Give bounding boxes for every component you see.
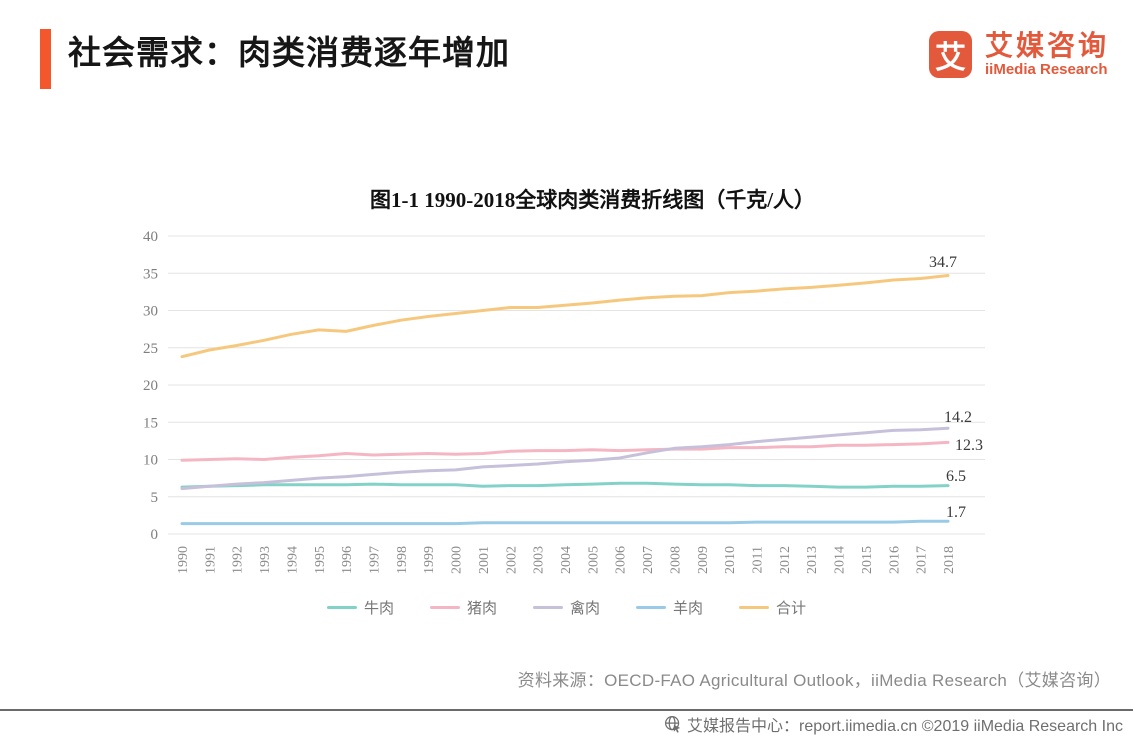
footer-text: 艾媒报告中心：report.iimedia.cn ©2019 iiMedia R…	[687, 718, 1123, 735]
x-tick-label: 2006	[614, 546, 629, 574]
x-tick-label: 2009	[696, 546, 711, 574]
x-tick-label: 2010	[723, 546, 738, 574]
legend-label-poultry: 禽肉	[569, 600, 600, 617]
iimedia-logo-text: 艾媒咨询 iiMedia Research	[985, 30, 1110, 79]
logo-name-en: iiMedia Research	[985, 61, 1108, 78]
x-tick-label: 1999	[422, 546, 437, 574]
legend-swatch-beef	[326, 606, 357, 609]
x-tick-label: 1994	[285, 546, 300, 574]
x-tick-label: 2014	[833, 546, 848, 574]
iimedia-logo-icon: 艾	[929, 31, 972, 78]
series-line-poultry	[180, 426, 950, 491]
x-tick-label: 2011	[751, 546, 766, 573]
footer: 艾媒报告中心：report.iimedia.cn ©2019 iiMedia R…	[664, 712, 1123, 736]
y-tick-label: 5	[151, 490, 159, 506]
title-accent-bar	[40, 29, 51, 89]
x-tick-label: 2001	[477, 546, 492, 574]
x-tick-label: 2005	[586, 546, 601, 574]
y-tick-label: 35	[143, 266, 158, 282]
legend-label-lamb: 羊肉	[673, 600, 704, 617]
x-tick-label: 1992	[231, 546, 246, 574]
x-tick-label: 1991	[203, 546, 218, 574]
x-tick-label: 2000	[450, 546, 465, 574]
x-tick-label: 1998	[395, 546, 410, 574]
legend-swatch-pork	[429, 606, 460, 609]
y-tick-label: 30	[143, 304, 158, 320]
legend-item-total: 合计	[739, 597, 806, 618]
series-line-beef	[180, 481, 950, 489]
y-tick-label: 40	[143, 229, 158, 245]
legend-label-total: 合计	[776, 600, 807, 617]
y-tick-label: 0	[151, 527, 159, 543]
y-tick-label: 25	[143, 341, 158, 357]
legend-swatch-total	[739, 606, 770, 609]
x-tick-label: 2012	[778, 546, 793, 574]
x-tick-label: 2008	[668, 546, 683, 574]
x-tick-label: 2002	[504, 546, 519, 574]
x-tick-label: 1993	[258, 546, 273, 574]
logo-name-cn: 艾媒咨询	[985, 30, 1110, 61]
x-tick-label: 1996	[340, 546, 355, 574]
iimedia-logo: 艾 艾媒咨询 iiMedia Research	[929, 31, 1109, 78]
legend-label-beef: 牛肉	[363, 600, 394, 617]
footer-divider	[0, 709, 1133, 711]
line-chart: 0 5 10 15 20 25 30 35 40 1990 1991 1992 1993 1994 1995…	[143, 229, 985, 574]
x-tick-label: 2004	[559, 546, 574, 574]
y-tick-label: 20	[143, 378, 158, 394]
legend-swatch-lamb	[636, 606, 666, 609]
x-tick-label: 2016	[887, 546, 902, 574]
end-value-label-poultry: 14.2	[944, 409, 972, 426]
end-value-label-lamb: 1.7	[946, 504, 966, 521]
x-tick-label: 2007	[641, 546, 656, 574]
source-note: 资料来源：OECD-FAO Agricultural Outlook，iiMed…	[517, 671, 1111, 690]
legend-item-poultry: 禽肉	[532, 597, 600, 618]
end-value-label-beef: 6.5	[946, 468, 966, 485]
globe-cursor-icon	[665, 715, 681, 733]
x-tick-label: 1997	[368, 546, 383, 574]
series-line-total	[180, 274, 950, 359]
x-tick-label: 2017	[915, 546, 930, 574]
chart-legend: 牛肉 猪肉 禽肉 羊肉 合计	[0, 597, 1133, 618]
x-tick-label: 2003	[532, 546, 547, 574]
x-tick-label: 2018	[942, 546, 957, 574]
x-tick-label: 1995	[313, 546, 328, 574]
series-line-pork	[180, 440, 950, 462]
legend-item-lamb: 羊肉	[636, 597, 703, 618]
page-title: 社会需求：肉类消费逐年增加	[68, 34, 510, 71]
end-value-label-pork: 12.3	[955, 437, 983, 454]
y-tick-label: 10	[143, 453, 158, 469]
x-tick-label: 2013	[805, 546, 820, 574]
legend-label-pork: 猪肉	[466, 600, 497, 617]
legend-swatch-poultry	[532, 606, 563, 609]
chart-title: 图1-1 1990-2018全球肉类消费折线图（千克/人）	[369, 188, 816, 212]
x-tick-label: 2015	[860, 546, 875, 574]
series-line-lamb	[180, 519, 950, 526]
end-value-label-total: 34.7	[929, 254, 957, 271]
y-tick-label: 15	[143, 415, 158, 431]
legend-item-pork: 猪肉	[429, 597, 497, 618]
legend-item-beef: 牛肉	[326, 597, 394, 618]
x-tick-label: 1990	[176, 546, 191, 574]
